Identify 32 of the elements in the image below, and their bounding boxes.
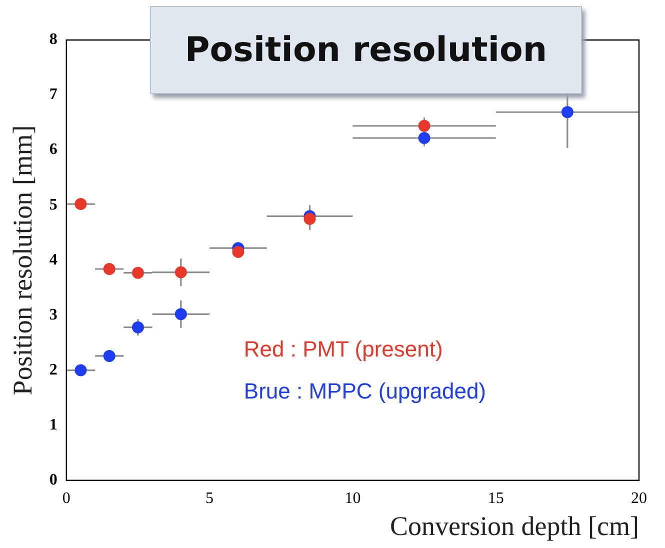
- point: [74, 364, 87, 376]
- y-tick-label: 4: [49, 251, 58, 268]
- y-axis-title: Position resolution [mm]: [7, 125, 38, 396]
- text: Red : PMT (present): [244, 336, 443, 362]
- x-tick-label: 20: [631, 490, 647, 508]
- x-tick-label: 10: [344, 490, 361, 508]
- point: [132, 321, 144, 334]
- y-tick-label: 8: [49, 31, 58, 48]
- point: [304, 212, 316, 225]
- x-tick-label: 0: [62, 490, 70, 508]
- point: [103, 350, 116, 362]
- point: [174, 308, 187, 320]
- point: [232, 246, 244, 258]
- x-tick-label: 15: [488, 490, 504, 508]
- y-tick-label: 5: [49, 196, 58, 214]
- text: Brue : MPPC (upgraded): [244, 378, 486, 404]
- y-tick-label: 0: [49, 472, 58, 489]
- point: [74, 198, 87, 210]
- point: [103, 263, 116, 276]
- point: [174, 266, 187, 278]
- y-tick-label: 3: [49, 306, 58, 324]
- point: [418, 120, 430, 132]
- y-tick-label: 6: [49, 141, 58, 158]
- y-tick-label: 2: [49, 361, 58, 378]
- chart-title: Position resolution: [150, 6, 582, 94]
- point: [132, 266, 144, 279]
- y-tick-label: 1: [49, 416, 58, 434]
- point: [418, 132, 430, 144]
- x-tick-label: 5: [206, 490, 214, 508]
- x-axis-title: Conversion depth [cm]: [390, 510, 639, 541]
- y-tick-label: 7: [49, 86, 58, 104]
- point: [561, 106, 574, 118]
